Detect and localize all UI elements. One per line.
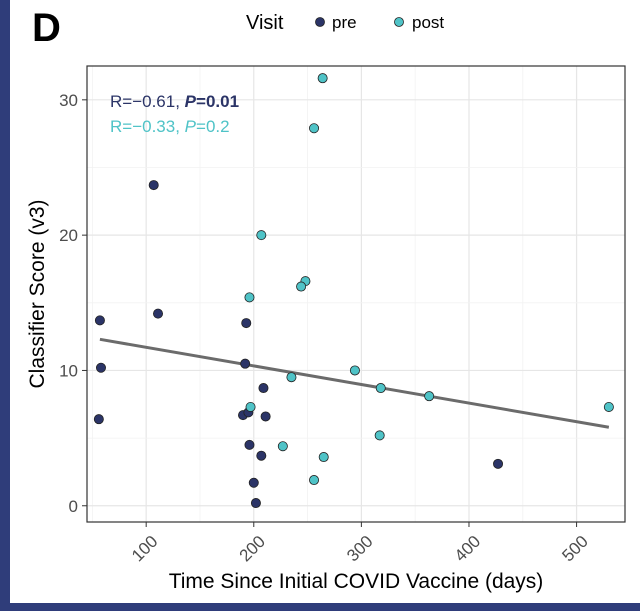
data-point-pre — [241, 318, 252, 329]
data-point-pre — [95, 362, 106, 373]
y-tick-label: 30 — [59, 91, 78, 110]
y-tick-label: 0 — [69, 497, 78, 516]
data-point-post — [309, 475, 320, 486]
legend: Visit pre post — [246, 12, 444, 34]
legend-title: Visit — [246, 12, 284, 34]
y-tick-label: 20 — [59, 226, 78, 245]
legend-label-post: post — [412, 13, 444, 32]
stat-pre-p-label: P — [185, 92, 197, 111]
plot-border — [86, 65, 626, 523]
stat-pre-p-value: =0.01 — [196, 92, 239, 111]
x-tick-label: 400 — [451, 532, 484, 565]
x-tick-label: 500 — [558, 532, 591, 565]
data-point-post — [375, 383, 386, 394]
data-point-pre — [93, 414, 104, 425]
x-tick-label: 200 — [236, 532, 269, 565]
data-point-post — [245, 401, 256, 412]
x-axis-title: Time Since Initial COVID Vaccine (days) — [169, 570, 544, 593]
data-point-pre — [260, 411, 271, 422]
figure-frame-bottom — [0, 603, 640, 611]
legend-marker-pre — [315, 17, 325, 27]
x-axis: 100 200 300 400 500 — [128, 522, 592, 565]
data-points — [93, 73, 614, 509]
data-point-post — [317, 73, 328, 84]
data-point-pre — [94, 315, 105, 326]
data-point-post — [296, 281, 307, 292]
plot-panel — [86, 65, 626, 523]
stat-pre-r: R=−0.61, — [110, 92, 185, 111]
y-axis-title: Classifier Score (v3) — [26, 199, 49, 388]
figure-frame-left — [0, 0, 10, 611]
stat-annotation-pre: R=−0.61, P=0.01 — [110, 92, 239, 111]
data-point-post — [374, 430, 385, 441]
stat-post-r: R=−0.33, — [110, 117, 185, 136]
regression-line — [99, 337, 610, 429]
data-point-post — [256, 230, 267, 241]
data-point-pre — [244, 439, 255, 450]
stat-annotation-post: R=−0.33, P=0.2 — [110, 117, 230, 136]
x-tick-label: 300 — [343, 532, 376, 565]
data-point-post — [286, 372, 297, 383]
data-point-pre — [250, 498, 261, 509]
data-point-post — [318, 452, 329, 463]
panel-label: D — [32, 6, 61, 50]
stat-post-p-value: =0.2 — [196, 117, 230, 136]
data-point-pre — [148, 180, 159, 191]
data-point-post — [277, 441, 288, 452]
data-point-pre — [240, 358, 251, 369]
y-tick-label: 10 — [59, 361, 78, 380]
data-point-pre — [153, 308, 164, 319]
data-point-post — [244, 292, 255, 303]
data-point-post — [309, 123, 320, 134]
data-point-post — [603, 401, 614, 412]
y-axis: 0 10 20 30 — [59, 91, 87, 516]
data-point-pre — [493, 458, 504, 469]
data-point-post — [349, 365, 360, 376]
legend-label-pre: pre — [332, 13, 357, 32]
stat-post-p-label: P — [185, 117, 197, 136]
data-point-post — [424, 391, 435, 402]
data-point-pre — [248, 477, 259, 488]
x-tick-label: 100 — [128, 532, 161, 565]
data-point-pre — [258, 383, 269, 394]
grid — [87, 66, 625, 522]
legend-marker-post — [394, 17, 404, 27]
data-point-pre — [256, 450, 267, 461]
